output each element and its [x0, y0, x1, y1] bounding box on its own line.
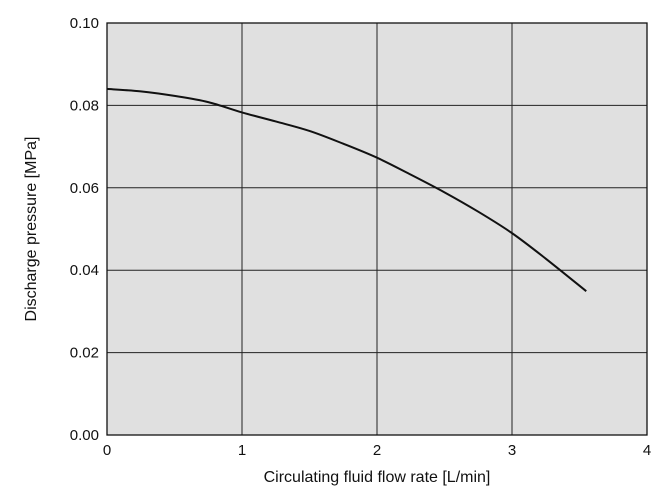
y-tick-label: 0.10: [70, 15, 99, 32]
x-tick-label: 2: [373, 442, 381, 459]
tick-labels: 0 1 2 3 4 0.00 0.02 0.04 0.06 0.08 0.10: [70, 15, 651, 459]
y-axis-title: Discharge pressure [MPa]: [23, 137, 40, 322]
x-tick-label: 1: [238, 442, 246, 459]
series-line: [106, 87, 587, 292]
x-tick-label: 4: [643, 442, 651, 459]
y-tick-label: 0.08: [70, 97, 99, 114]
y-tick-label: 0.06: [70, 180, 99, 197]
plot-frame: [106, 22, 648, 436]
y-tick-label: 0.04: [70, 262, 99, 279]
y-tick-label: 0.02: [70, 345, 99, 362]
x-axis-title: Circulating fluid flow rate [L/min]: [264, 469, 491, 486]
x-tick-label: 3: [508, 442, 516, 459]
x-tick-label: 0: [103, 442, 111, 459]
y-tick-label: 0.00: [70, 427, 99, 444]
